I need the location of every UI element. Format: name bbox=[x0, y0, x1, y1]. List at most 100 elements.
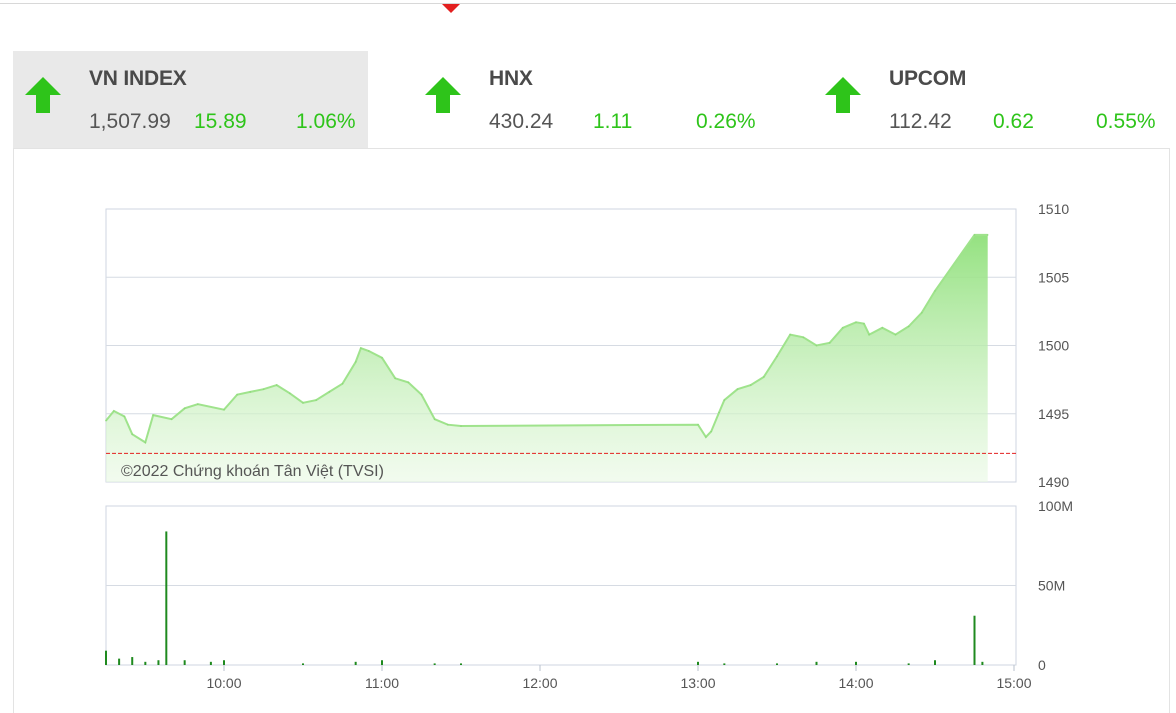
volume-bar bbox=[209, 661, 212, 665]
arrow-up-icon bbox=[825, 77, 861, 113]
price-point bbox=[289, 392, 291, 395]
index-change: 0.62 bbox=[993, 110, 1034, 133]
volume-bars bbox=[105, 531, 984, 665]
price-point bbox=[828, 341, 831, 344]
price-point bbox=[842, 326, 844, 329]
index-price: 1,507.99 bbox=[89, 110, 171, 133]
price-point bbox=[868, 333, 870, 336]
volume-bar bbox=[907, 663, 910, 665]
price-point bbox=[894, 333, 897, 336]
volume-y-ticks: 100M 50M 0 bbox=[1038, 498, 1073, 673]
index-name: UPCOM bbox=[889, 67, 967, 90]
price-point bbox=[881, 326, 884, 329]
volume-tick-label: 0 bbox=[1038, 657, 1046, 673]
tab-indicator-marker bbox=[442, 4, 460, 13]
volume-bar bbox=[165, 531, 168, 665]
price-area bbox=[106, 234, 988, 482]
volume-bar bbox=[118, 658, 121, 665]
volume-bar bbox=[131, 657, 134, 665]
volume-bar bbox=[697, 661, 699, 665]
volume-bar bbox=[354, 661, 357, 665]
volume-bar bbox=[855, 661, 857, 665]
price-tick-label: 1495 bbox=[1038, 406, 1069, 422]
price-points bbox=[105, 234, 989, 444]
price-point bbox=[394, 377, 396, 380]
x-axis-ticks: 10:00 11:00 12:00 13:00 14:00 15:00 bbox=[206, 665, 1032, 691]
price-point bbox=[223, 408, 225, 411]
x-tick-label: 13:00 bbox=[680, 675, 715, 691]
price-point bbox=[420, 393, 423, 396]
price-point bbox=[749, 384, 752, 386]
price-point bbox=[697, 423, 699, 426]
price-point bbox=[381, 356, 383, 359]
tab-vn-index[interactable]: VN INDEX 1,507.99 15.89 1.06% bbox=[13, 51, 368, 148]
volume-grid bbox=[105, 505, 1017, 666]
price-point bbox=[921, 311, 923, 314]
price-point bbox=[262, 388, 265, 390]
price-point bbox=[718, 411, 720, 414]
index-chart: ©2022 Chứng khoán Tân Việt (TVSI) 151015… bbox=[105, 201, 1073, 691]
price-point bbox=[123, 415, 126, 418]
price-point bbox=[236, 393, 238, 396]
x-tick-label: 12:00 bbox=[522, 675, 557, 691]
price-point bbox=[105, 419, 107, 422]
price-point bbox=[763, 376, 765, 378]
price-point bbox=[973, 234, 976, 236]
volume-bar bbox=[302, 663, 304, 665]
price-point bbox=[170, 418, 173, 421]
price-point bbox=[183, 407, 186, 410]
volume-bar bbox=[223, 660, 225, 665]
price-point bbox=[328, 391, 331, 393]
price-point bbox=[368, 350, 370, 352]
price-point bbox=[447, 423, 449, 426]
price-tick-label: 1505 bbox=[1038, 269, 1069, 285]
price-point bbox=[855, 321, 857, 324]
price-point bbox=[907, 325, 910, 328]
price-tick-label: 1500 bbox=[1038, 338, 1069, 354]
price-point bbox=[315, 399, 317, 401]
volume-bar bbox=[776, 663, 778, 665]
volume-bar bbox=[157, 660, 160, 665]
volume-bar bbox=[973, 615, 976, 665]
price-point bbox=[341, 382, 344, 385]
price-point bbox=[802, 336, 805, 339]
index-price: 112.42 bbox=[889, 110, 952, 133]
index-change: 15.89 bbox=[194, 110, 247, 133]
volume-bar bbox=[934, 660, 936, 665]
price-point bbox=[776, 355, 778, 358]
price-point bbox=[723, 399, 726, 401]
index-percent: 0.26% bbox=[696, 110, 756, 133]
volume-bar bbox=[183, 660, 186, 665]
arrow-up-icon bbox=[425, 77, 461, 113]
volume-bar bbox=[144, 661, 147, 665]
price-point bbox=[144, 441, 147, 444]
price-point bbox=[275, 384, 278, 386]
price-tick-label: 1490 bbox=[1038, 474, 1069, 490]
price-point bbox=[113, 410, 115, 412]
price-tick-label: 1510 bbox=[1038, 201, 1069, 217]
price-point bbox=[789, 333, 791, 336]
tab-hnx[interactable]: HNX 430.24 1.11 0.26% bbox=[413, 51, 768, 148]
price-point bbox=[934, 290, 936, 292]
tab-upcom[interactable]: UPCOM 112.42 0.62 0.55% bbox=[813, 51, 1168, 148]
volume-tick-label: 50M bbox=[1038, 578, 1065, 594]
price-point bbox=[863, 322, 865, 325]
volume-bar bbox=[460, 663, 462, 665]
x-tick-label: 14:00 bbox=[838, 675, 873, 691]
index-name: HNX bbox=[489, 67, 533, 90]
price-point bbox=[710, 430, 712, 433]
price-point bbox=[354, 361, 357, 363]
price-point bbox=[460, 425, 462, 427]
price-point bbox=[360, 347, 362, 350]
price-point bbox=[196, 403, 199, 405]
index-name: VN INDEX bbox=[89, 67, 187, 90]
volume-tick-label: 100M bbox=[1038, 498, 1073, 514]
price-point bbox=[152, 414, 154, 416]
price-point bbox=[705, 436, 707, 438]
price-y-ticks: 1510 1505 1500 1495 1490 bbox=[1038, 201, 1069, 490]
price-point bbox=[302, 402, 304, 404]
volume-bar bbox=[723, 663, 726, 665]
arrow-up-icon bbox=[25, 77, 61, 113]
volume-bar bbox=[381, 660, 383, 665]
price-point bbox=[249, 391, 252, 393]
